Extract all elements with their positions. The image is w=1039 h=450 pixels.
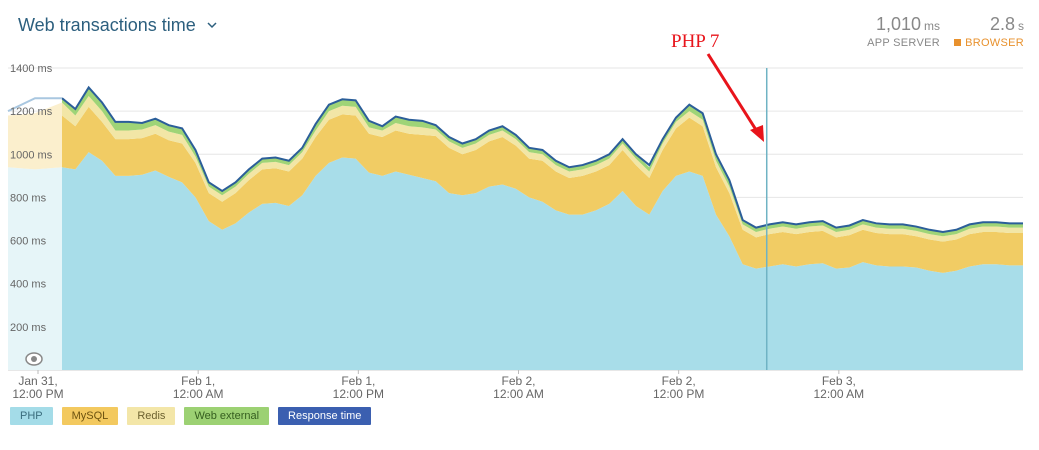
php7-annotation: PHP 7 [671, 31, 764, 142]
prefix-response-line [7, 97, 62, 113]
browser-metric: 2.8 s BROWSER [950, 14, 1024, 49]
browser-value: 2.8 [989, 14, 1015, 34]
legend-item-php[interactable]: PHP [10, 407, 53, 425]
app-server-unit: ms [924, 19, 940, 33]
transactions-chart: 200 ms 400 ms 600 ms 800 ms 1000 ms 1200 ms 14… [7, 31, 1023, 401]
x-tick-label: 12:00 PM [12, 387, 63, 401]
x-tick-label: 12:00 AM [173, 387, 224, 401]
x-tick-label: Feb 3, [822, 374, 856, 388]
y-axis-labels: 200 ms 400 ms 600 ms 800 ms 1000 ms 1200 ms 14… [10, 63, 53, 334]
area-php [62, 152, 1023, 370]
y-tick-label: 400 ms [10, 279, 47, 291]
y-tick-label: 800 ms [10, 192, 47, 204]
y-tick-label: 1400 ms [10, 63, 53, 75]
annotation-label: PHP 7 [671, 31, 719, 52]
browser-label-row: BROWSER [950, 37, 1024, 49]
eye-icon[interactable] [25, 352, 43, 366]
annotation-arrowhead [750, 125, 764, 142]
x-tick-label: 12:00 AM [813, 387, 864, 401]
response-time-line [61, 85, 1023, 233]
annotation-arrow [706, 53, 760, 134]
legend-item-redis[interactable]: Redis [127, 407, 176, 425]
y-tick-label: 1200 ms [10, 106, 53, 118]
x-tick-label: Feb 1, [341, 374, 375, 388]
x-tick-label: Jan 31, [18, 374, 57, 388]
x-tick-label: Feb 2, [662, 374, 696, 388]
y-tick-label: 1000 ms [10, 149, 53, 161]
y-tick-label: 600 ms [10, 236, 47, 248]
browser-swatch [954, 39, 962, 46]
area-mysql [62, 106, 1023, 273]
chart-header: Web transactions time [18, 12, 218, 38]
app-server-metric: 1,010 ms APP SERVER [860, 14, 940, 49]
x-tick-label: 12:00 PM [333, 387, 384, 401]
x-tick-label: 12:00 PM [653, 387, 704, 401]
app-server-value: 1,010 [875, 14, 921, 34]
legend-item-response-time[interactable]: Response time [278, 407, 372, 425]
x-tick-label: Feb 2, [501, 374, 535, 388]
legend-item-mysql[interactable]: MySQL [61, 407, 119, 425]
browser-label: BROWSER [965, 37, 1024, 49]
prefix-php-area [8, 167, 62, 370]
chevron-down-icon[interactable] [206, 19, 218, 31]
app-server-label: APP SERVER [867, 37, 940, 49]
chart-lines [7, 68, 1023, 370]
x-tick-label: 12:00 AM [493, 387, 544, 401]
browser-unit: s [1018, 19, 1024, 33]
legend-item-web-external[interactable]: Web external [184, 407, 270, 425]
chart-title[interactable]: Web transactions time [18, 14, 196, 35]
x-tick-label: Feb 1, [181, 374, 215, 388]
legend: PHP MySQL Redis Web external Response time [10, 407, 372, 425]
chart-areas [8, 87, 1023, 370]
y-tick-label: 200 ms [10, 322, 47, 334]
prefix-mysql-area [8, 102, 62, 170]
